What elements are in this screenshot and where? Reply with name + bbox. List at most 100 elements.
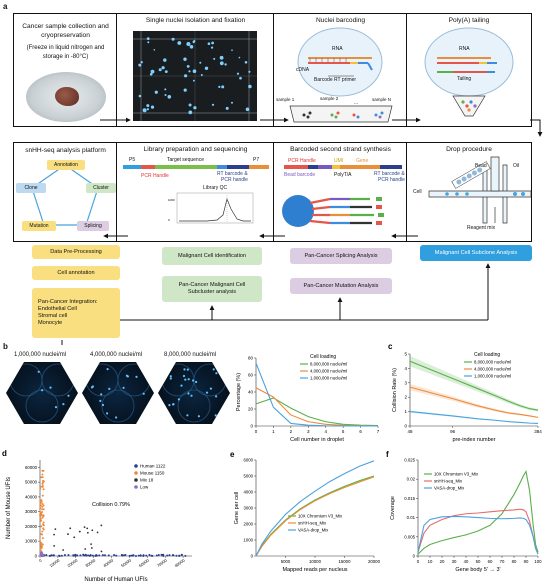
box-analysis-platform-title: snHH-seq analysis platform [25,147,106,154]
mouse-point [41,485,44,488]
series-band [410,410,538,424]
human-point [107,554,110,557]
nucleus-spot [205,391,209,394]
x-tick-label: 80000 [174,557,187,568]
mix-point [91,529,94,532]
human-point [58,554,61,557]
mouse-point [42,488,45,491]
panel-letter: d [2,449,7,458]
box-sample-collection-note: (Freeze in liquid nitrogen and storage i… [26,45,105,60]
nucleus-spot [180,384,183,387]
nucleus-dot [199,61,202,64]
x-tick-label: 96 [450,429,456,434]
y-tick-label: 60 [248,373,254,378]
legend-label: 10X Chromium V3_Mix [434,472,479,477]
mouse-point [41,510,44,513]
legend-label: Mouse 1150 [140,471,165,476]
nucleus-spot [99,399,102,402]
node-annotation: Annotation [47,160,85,170]
nucleus-spot [62,403,65,406]
tissue-sample [55,87,79,106]
nucleus-dot [192,40,195,44]
x-tick-label: 7 [377,429,380,434]
x-axis-label: Cell number in droplet [290,437,344,443]
human-point [101,554,104,557]
x-tick-label: 50000 [120,557,133,568]
x-tick-label: 60 [488,559,493,564]
human-point [50,554,53,557]
nuclei-micrograph [133,31,257,121]
chart-collision-rate: 0 1 2 3 4 5 48 96 384 pre-index number Collision R… [388,342,542,443]
svg-text:0: 0 [168,218,170,222]
y-tick-label: 0.02 [407,477,416,482]
nucleus-dot [204,66,209,70]
mix-point [86,531,89,534]
p7-label: P7 [253,157,260,163]
tissue-dish-image [26,72,106,122]
pcr-handle-label: PCR Handle [141,173,169,179]
series-line [417,508,539,555]
x-tick-label: 40 [464,559,469,564]
x-tick-label: 2 [290,429,293,434]
nucleus-dot [177,41,182,45]
rt-barcode-label-2: RT barcode & [374,171,405,177]
nucleus-dot [146,37,150,40]
nucleus-dot [138,94,142,98]
x-axis-label: Number of Human UFIs [84,577,147,583]
human-point [103,554,106,557]
tailing-diagram [424,27,514,117]
node-splicing: Splicing [77,221,109,231]
mouse-point [41,505,44,508]
nucleus-dot [213,57,216,60]
x-tick-label: 1 [272,429,275,434]
panel-letter: f [386,450,389,459]
mouse-point [41,530,44,533]
library-qc-label: Library QC [203,185,228,191]
nucleus-spot [172,403,175,406]
mouse-point [39,507,42,510]
nucleus-spot [187,378,190,381]
human-point [155,554,158,557]
mouse-point [41,537,44,540]
legend-swatch [134,485,138,489]
x-tick-label: 60000 [138,557,151,568]
library-qc-trace: 1000 0 [168,192,254,224]
nucleus-spot [209,387,212,390]
y-tick-label: 60000 [25,465,38,470]
nucleus-dot [225,106,229,110]
nucleus-dot [236,72,240,75]
human-point [60,554,63,557]
y-axis-label: Gene per cell [234,492,240,525]
pan-cancer-integration-box: Pan-Cancer Integration: Endothelial Cell… [32,288,120,338]
legend-label: 8,000,000 nuclei/ml [474,360,511,365]
human-point [87,554,90,557]
human-point [180,553,183,556]
human-point [79,554,82,557]
p5-label: P5 [129,157,136,163]
legend-label: snHH-seq_Mix [298,521,327,526]
mix-point [96,531,99,534]
x-tick-label: 3 [307,429,310,434]
box-polya-tailing: Poly(A) tailing RNA Tailing [406,13,532,127]
nucleus-dot [248,70,251,73]
nucleus-spot [183,368,186,371]
nucleus-dot [211,103,215,106]
legend-label: 4,000,000 nuclei/ml [310,369,347,374]
nucleus-dot [231,101,233,104]
box-nuclei-isolation-title: Single nuclei Isolation and fixation [145,17,246,24]
series-line [255,460,375,557]
nucleus-dot [153,49,156,51]
y-tick-label: 0.025 [404,458,415,463]
x-tick-label: 40000 [102,557,115,568]
y-tick-label: 4 [404,366,407,371]
legend-label: 8,000,000 nuclei/ml [310,362,347,367]
mix-point [78,530,81,533]
mouse-point [40,549,43,552]
cdna-label: cDNA [296,67,310,73]
box-library-prep: Library preparation and sequencing P5 Ta… [116,142,275,242]
nucleus-dot [248,84,252,89]
nucleus-dot [158,68,162,72]
droplet-outline [85,363,119,397]
nucleus-dot [142,108,147,113]
rt-barcode-label: RT barcode & [217,171,248,177]
